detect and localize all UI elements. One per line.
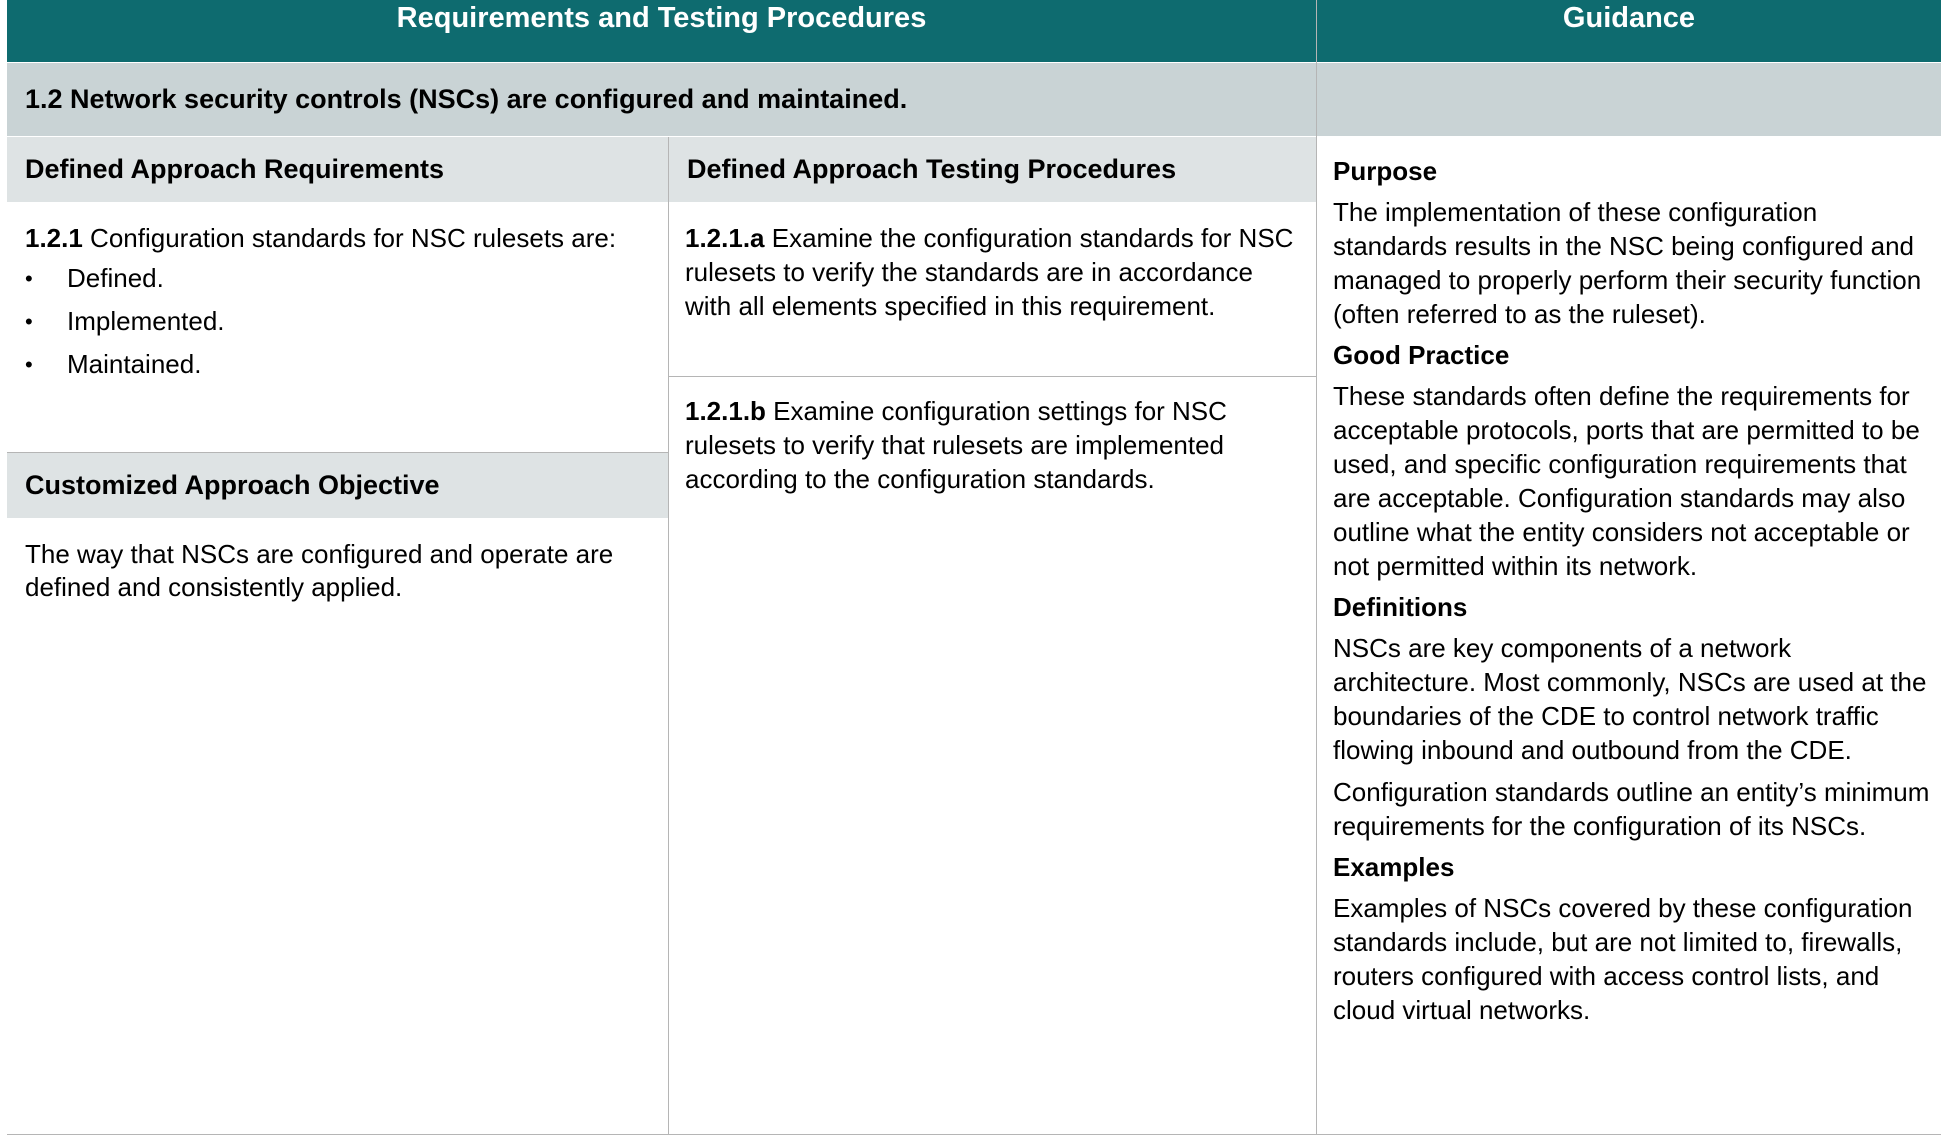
good-practice-text: These standards often define the require… xyxy=(1333,381,1920,581)
guidance-column-header: Guidance xyxy=(1317,0,1941,62)
customized-objective-header: Customized Approach Objective xyxy=(7,453,668,518)
table-bottom-border xyxy=(7,1134,1941,1135)
testing-procedure-b: 1.2.1.b Examine configuration settings f… xyxy=(685,394,1300,496)
section-title-row: 1.2 Network security controls (NSCs) are… xyxy=(7,63,1941,136)
customized-objective-text: The way that NSCs are configured and ope… xyxy=(25,538,655,604)
testing-procedures-header: Defined Approach Testing Procedures xyxy=(669,137,1316,202)
examples-heading: Examples xyxy=(1333,852,1455,882)
requirement-text: 1.2.1 Configuration standards for NSC ru… xyxy=(25,221,665,255)
purpose-text: The implementation of these configuratio… xyxy=(1333,197,1922,329)
requirements-header-label: Requirements and Testing Procedures xyxy=(396,2,927,34)
guidance-header-label: Guidance xyxy=(1562,2,1696,34)
requirement-1-2-1: 1.2.1 Configuration standards for NSC ru… xyxy=(25,221,665,386)
procedure-b-text: Examine configuration settings for NSC r… xyxy=(685,396,1227,494)
definitions-heading: Definitions xyxy=(1333,592,1468,622)
guidance-content: Purpose The implementation of these conf… xyxy=(1333,154,1938,1027)
good-practice-heading: Good Practice xyxy=(1333,340,1510,370)
procedure-a-text: Examine the configuration standards for … xyxy=(685,223,1294,321)
requirement-bullets: Defined. Implemented. Maintained. xyxy=(25,257,665,386)
procedure-a-id: 1.2.1.a xyxy=(685,223,765,253)
definitions-text-1: NSCs are key components of a network arc… xyxy=(1333,633,1927,765)
purpose-heading: Purpose xyxy=(1333,156,1438,186)
bullet-item: Maintained. xyxy=(25,343,665,386)
examples-text: Examples of NSCs covered by these config… xyxy=(1333,893,1913,1025)
column-divider-left xyxy=(668,137,669,1135)
requirements-column-header: Requirements and Testing Procedures xyxy=(7,0,1316,62)
procedure-b-id: 1.2.1.b xyxy=(685,396,766,426)
definitions-text-2: Configuration standards outline an entit… xyxy=(1333,777,1930,841)
customized-top-border xyxy=(7,452,668,453)
bullet-item: Defined. xyxy=(25,257,665,300)
procedure-divider xyxy=(669,376,1316,377)
defined-requirements-heading: Defined Approach Requirements xyxy=(25,154,445,184)
testing-procedure-a: 1.2.1.a Examine the configuration standa… xyxy=(685,221,1300,323)
defined-requirements-header: Defined Approach Requirements xyxy=(7,137,668,202)
bullet-item: Implemented. xyxy=(25,300,665,343)
section-title: 1.2 Network security controls (NSCs) are… xyxy=(25,84,908,114)
requirement-description: Configuration standards for NSC rulesets… xyxy=(82,223,617,253)
testing-procedures-heading: Defined Approach Testing Procedures xyxy=(687,154,1177,184)
column-divider-right xyxy=(1316,0,1317,1135)
customized-objective-heading: Customized Approach Objective xyxy=(25,470,440,500)
requirement-id: 1.2.1 xyxy=(25,223,83,253)
customized-objective-body: The way that NSCs are configured and ope… xyxy=(25,539,614,602)
